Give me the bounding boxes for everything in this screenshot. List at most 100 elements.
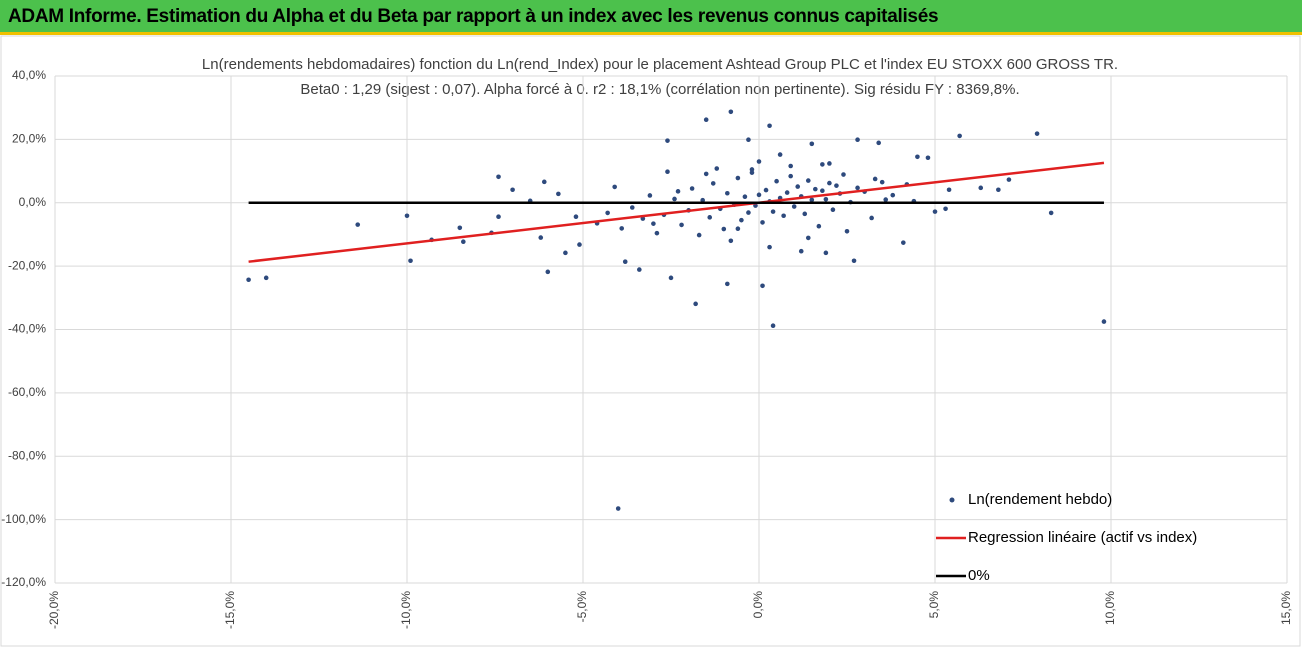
point [1101,319,1107,324]
point [263,275,269,281]
point [510,187,515,193]
x-tick-label: -10,0% [399,591,413,629]
point [647,193,653,198]
point [749,170,755,175]
point [788,173,793,179]
point [770,323,776,328]
point [700,197,705,203]
point [629,205,635,210]
y-tick-label: -80,0% [8,448,46,462]
point [795,184,801,189]
point [612,184,617,190]
point [890,192,896,198]
point [668,275,674,281]
legend-label: Ln(rendement hebdo) [968,491,1112,508]
point [665,169,670,174]
point [728,109,734,115]
point [809,141,815,147]
point [756,192,762,198]
point [851,258,857,264]
y-tick-label: -20,0% [8,258,46,272]
point [827,161,832,166]
point [805,235,811,241]
point [679,222,684,228]
point [781,213,786,219]
point [665,138,670,143]
point [728,238,734,244]
point [496,174,501,180]
point [802,211,808,217]
point [696,232,702,238]
header-title: ADAM Informe. Estimation du Alpha et du … [8,6,939,27]
point [538,235,544,240]
point [855,185,860,191]
point [816,223,822,229]
legend-label: 0% [968,567,990,584]
point [619,226,625,231]
point [746,137,751,142]
point [809,197,815,203]
point [457,225,463,231]
x-tick-label: -15,0% [223,591,237,629]
x-tick-label: 10,0% [1103,591,1117,625]
point [813,186,818,192]
point [541,179,547,185]
x-tick-label: -20,0% [47,591,61,629]
point [735,175,741,181]
point [855,137,860,142]
header: ADAM Informe. Estimation du Alpha et du … [0,0,1302,35]
point [767,244,772,250]
point [869,215,874,221]
point [1006,177,1012,182]
point [577,242,582,247]
point [901,240,906,245]
point [763,187,769,193]
x-tick-label: 5,0% [927,591,941,619]
point [777,152,783,157]
point [996,187,1001,193]
y-tick-label: -60,0% [8,385,46,399]
point [1034,131,1040,136]
y-tick-label: 0,0% [19,195,47,209]
point [1048,210,1054,216]
x-tick-label: -5,0% [575,591,589,623]
point [742,194,748,200]
legend-marker [949,497,955,503]
point [805,178,811,183]
point [770,209,776,214]
chart-frame [0,35,1301,647]
point [605,210,610,216]
point [774,178,779,184]
point [844,228,850,234]
point [707,215,713,220]
point [978,185,984,191]
point [791,204,797,209]
point [689,186,695,191]
point [615,506,621,511]
point [784,190,790,195]
point [622,259,628,264]
point [823,196,829,202]
point [932,209,938,214]
point [760,283,765,289]
point [957,133,962,139]
point [872,176,878,182]
point [841,172,846,177]
point [760,220,765,225]
point [830,207,836,213]
point [703,117,709,123]
point [915,154,920,160]
point [820,162,825,167]
point [573,214,579,219]
point [693,301,698,307]
point [408,258,413,264]
point [675,189,681,194]
point [767,123,772,129]
point [876,140,881,146]
point [946,187,952,193]
point [556,191,561,197]
point [721,226,727,232]
point [788,163,793,169]
point [355,222,361,227]
point [710,181,716,186]
